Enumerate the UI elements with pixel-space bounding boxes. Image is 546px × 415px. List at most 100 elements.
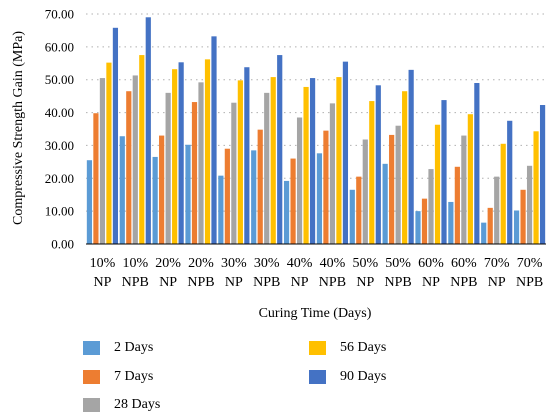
bar <box>533 131 539 244</box>
bar <box>356 176 362 244</box>
x-tick-label: NP <box>159 275 177 290</box>
bar <box>362 139 368 244</box>
bar <box>283 180 290 244</box>
bar <box>231 102 237 244</box>
bar <box>178 62 184 244</box>
bar <box>99 78 106 244</box>
bar <box>415 211 421 244</box>
bar <box>323 130 329 244</box>
bar <box>467 114 473 244</box>
bar <box>369 101 375 244</box>
x-tick-label: NP <box>291 275 309 290</box>
x-axis-label: Curing Time (Days) <box>259 306 372 321</box>
y-tick-label: 10.00 <box>45 204 74 219</box>
x-tick-label: 30% <box>221 256 247 271</box>
bar <box>507 120 513 244</box>
bar <box>132 75 138 244</box>
bar <box>520 189 526 244</box>
bar <box>244 67 250 244</box>
bar <box>461 135 467 244</box>
bar <box>428 169 434 244</box>
bar <box>257 129 263 244</box>
bar <box>270 77 276 244</box>
bar <box>126 91 132 244</box>
x-tick-label: NP <box>93 275 111 290</box>
bar <box>494 176 500 244</box>
bar <box>139 55 145 245</box>
bar <box>408 69 414 244</box>
x-tick-label: 40% <box>287 256 313 271</box>
bar <box>218 175 224 244</box>
bar <box>500 143 506 244</box>
y-tick-label: 70.00 <box>45 7 74 22</box>
bar <box>237 80 243 244</box>
bar <box>395 125 401 244</box>
bars <box>86 17 546 245</box>
bar <box>264 92 270 244</box>
bar <box>204 59 211 244</box>
bar <box>375 85 381 244</box>
x-tick-label: 70% <box>517 256 543 271</box>
x-tick-label: NP <box>488 275 506 290</box>
bar <box>112 27 119 244</box>
bar <box>316 153 323 244</box>
x-tick-label: 40% <box>320 256 346 271</box>
x-tick-label: 30% <box>254 256 280 271</box>
x-tick-label: 60% <box>451 256 477 271</box>
x-tick-label: NPB <box>187 275 214 290</box>
bar <box>389 134 395 244</box>
bar <box>342 61 349 245</box>
x-tick-label: NP <box>225 275 243 290</box>
x-tick-label: 10% <box>122 256 148 271</box>
bar <box>448 201 454 244</box>
x-tick-label: NPB <box>450 275 477 290</box>
bar <box>172 69 178 244</box>
y-tick-label: 30.00 <box>45 138 74 153</box>
x-tick-label: 20% <box>155 256 181 271</box>
bar <box>185 144 191 244</box>
bar <box>421 198 428 244</box>
x-tick-label: NPB <box>319 275 346 290</box>
bar <box>481 222 487 244</box>
x-tick-label: NPB <box>385 275 412 290</box>
x-tick-label: NPB <box>253 275 280 290</box>
bar <box>86 160 93 244</box>
bar <box>165 92 171 244</box>
y-tick-label: 0.00 <box>51 237 74 252</box>
bar <box>145 17 151 244</box>
x-tick-label: NP <box>356 275 374 290</box>
bar <box>152 156 158 244</box>
bar <box>277 55 283 245</box>
x-tick-label: 20% <box>188 256 214 271</box>
y-axis-ticks: 0.00 10.00 20.00 30.00 40.00 50.00 60.00 70.00 <box>45 7 74 252</box>
x-tick-label: 60% <box>418 256 444 271</box>
bar <box>454 166 460 244</box>
bar <box>526 165 533 244</box>
bar <box>382 163 388 244</box>
bar <box>198 82 204 244</box>
x-tick-label: NPB <box>516 275 543 290</box>
x-tick-label: NPB <box>122 275 149 290</box>
y-tick-label: 50.00 <box>45 72 74 87</box>
bar <box>349 189 355 244</box>
bar <box>402 91 408 244</box>
y-tick-label: 20.00 <box>45 171 74 186</box>
bar <box>539 105 546 244</box>
bar <box>251 150 257 244</box>
y-axis-label: Compressive Strength Gain (MPa) <box>11 31 26 225</box>
bar <box>119 136 125 244</box>
y-tick-label: 40.00 <box>45 105 74 120</box>
bar <box>290 158 296 244</box>
bar <box>296 117 303 244</box>
bar <box>159 135 165 244</box>
y-tick-label: 60.00 <box>45 39 74 54</box>
bar <box>224 148 230 244</box>
bar <box>309 78 316 244</box>
bar <box>336 77 342 244</box>
bar <box>93 113 99 244</box>
x-tick-label: NP <box>422 275 440 290</box>
bar <box>211 36 217 244</box>
x-tick-label: 10% <box>90 256 116 271</box>
x-tick-label: 50% <box>385 256 411 271</box>
